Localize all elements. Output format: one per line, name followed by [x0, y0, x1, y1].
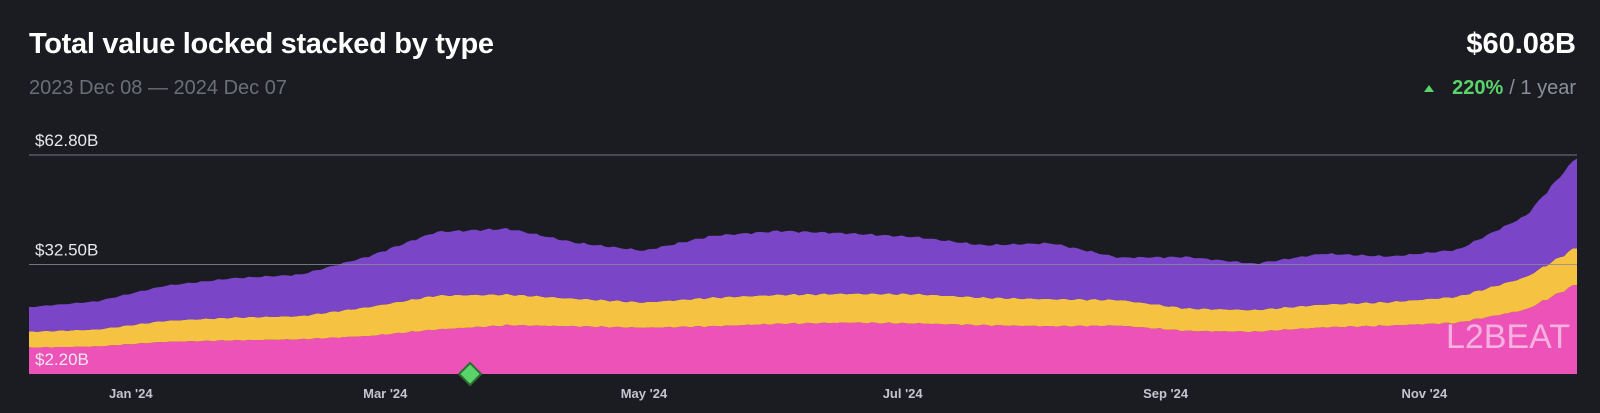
- l2beat-watermark: L2BEAT: [1446, 318, 1570, 356]
- x-tick-label: May '24: [621, 386, 668, 401]
- page-title: Total value locked stacked by type: [29, 28, 494, 60]
- total-value: $60.08B: [1466, 28, 1576, 60]
- y-tick-label: $62.80B: [35, 131, 98, 150]
- x-tick-label: Sep '24: [1143, 386, 1189, 401]
- change-indicator: 220% / 1 year: [1424, 77, 1576, 100]
- x-tick-label: Mar '24: [363, 386, 408, 401]
- y-tick-label: $32.50B: [35, 241, 98, 260]
- date-range: 2023 Dec 08 — 2024 Dec 07: [29, 77, 287, 99]
- area-series-external[interactable]: [29, 248, 1577, 348]
- x-tick-label: Jul '24: [883, 386, 924, 401]
- change-percent: 220%: [1452, 77, 1504, 99]
- triangle-up-icon: [1424, 85, 1435, 92]
- event-marker-diamond[interactable]: [457, 361, 483, 387]
- change-period: / 1 year: [1509, 77, 1576, 99]
- y-tick-label: $2.20B: [35, 350, 89, 369]
- area-series-canonical[interactable]: [29, 158, 1577, 332]
- x-tick-label: Nov '24: [1401, 386, 1447, 401]
- area-series-native[interactable]: [29, 285, 1577, 374]
- x-tick-label: Jan '24: [109, 386, 153, 401]
